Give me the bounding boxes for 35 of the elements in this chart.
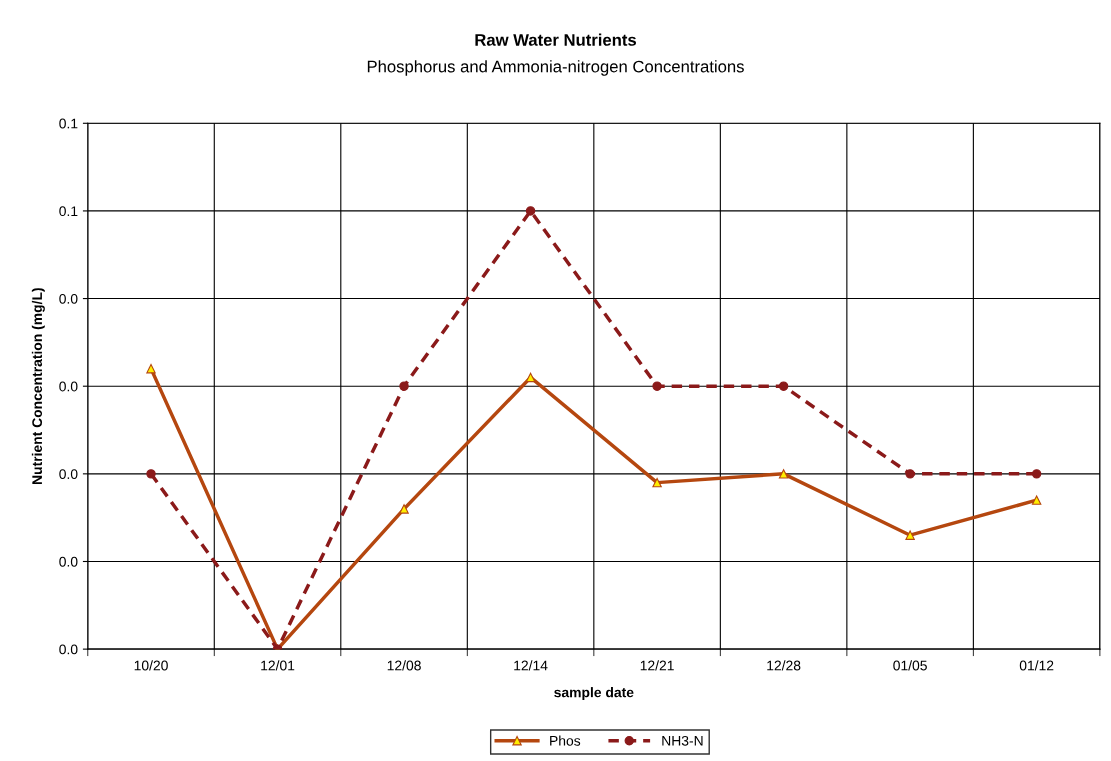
y-tick-label: 0.0: [59, 381, 78, 392]
point: [778, 469, 789, 479]
point: [399, 381, 409, 391]
y-tick-label: 0.1: [59, 118, 78, 129]
point: [146, 469, 156, 479]
point: [525, 372, 536, 383]
point: [652, 477, 662, 488]
x-tick-label: 01/12: [1019, 660, 1054, 671]
x-tick-label: 12/14: [514, 660, 548, 671]
point: [1031, 495, 1042, 505]
chart-subtitle: Phosphorus and Ammonia-nitrogen Concentrations: [367, 60, 744, 76]
x-tick-label: 12/28: [767, 660, 801, 671]
point: [146, 363, 156, 374]
x-tick-label: 10/20: [134, 660, 168, 671]
legend-label: NH3-N: [662, 735, 703, 746]
point: [525, 206, 536, 216]
y-tick-label: 0.1: [59, 206, 78, 217]
x-axis-title: sample date: [554, 687, 634, 701]
y-tick-label: 0.0: [59, 644, 78, 655]
point: [652, 381, 662, 391]
x-tick-label: 12/21: [640, 660, 674, 671]
point: [905, 469, 915, 479]
legend-label: Phos: [550, 735, 581, 746]
x-tick-label: 12/01: [261, 660, 295, 671]
point: [905, 530, 915, 540]
point: [778, 381, 789, 391]
y-tick-label: 0.0: [59, 556, 78, 567]
y-tick-label: 0.0: [59, 293, 78, 304]
point: [1031, 469, 1042, 479]
x-tick-label: 12/08: [387, 660, 421, 671]
y-axis-title: Nutrient Concentration (mg/L): [31, 288, 45, 485]
x-tick-label: 01/05: [893, 660, 927, 671]
chart-title: Raw Water Nutrients: [475, 33, 636, 46]
point: [399, 504, 409, 514]
y-tick-label: 0.0: [59, 469, 78, 480]
